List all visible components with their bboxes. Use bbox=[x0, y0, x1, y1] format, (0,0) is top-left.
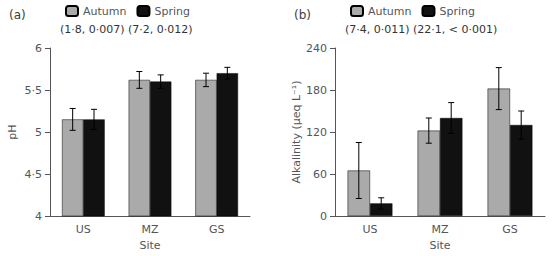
svg-text:0: 0 bbox=[320, 210, 327, 223]
svg-text:4·5: 4·5 bbox=[25, 168, 43, 181]
svg-text:Alkalinity (μeq L⁻¹): Alkalinity (μeq L⁻¹) bbox=[290, 80, 303, 183]
svg-text:Spring: Spring bbox=[439, 5, 475, 18]
svg-text:60: 60 bbox=[313, 168, 327, 181]
svg-text:GS: GS bbox=[209, 223, 225, 236]
svg-text:5: 5 bbox=[35, 126, 42, 139]
svg-text:Site: Site bbox=[139, 239, 160, 252]
svg-text:240: 240 bbox=[306, 42, 327, 55]
svg-text:6: 6 bbox=[35, 42, 42, 55]
svg-text:(7·4, 0·011) (22·1, < 0·001): (7·4, 0·011) (22·1, < 0·001) bbox=[345, 23, 497, 36]
svg-text:MZ: MZ bbox=[431, 223, 448, 236]
svg-text:US: US bbox=[362, 223, 377, 236]
svg-text:Spring: Spring bbox=[154, 5, 190, 18]
svg-text:MZ: MZ bbox=[141, 223, 158, 236]
svg-text:US: US bbox=[76, 223, 91, 236]
svg-text:180: 180 bbox=[306, 84, 327, 97]
svg-text:pH: pH bbox=[6, 124, 19, 139]
svg-text:Autumn: Autumn bbox=[368, 5, 411, 18]
svg-text:(1·8, 0·007) (7·2, 0·012): (1·8, 0·007) (7·2, 0·012) bbox=[60, 23, 193, 36]
svg-text:Autumn: Autumn bbox=[83, 5, 126, 18]
svg-text:4: 4 bbox=[35, 210, 42, 223]
svg-text:(a): (a) bbox=[9, 8, 26, 22]
svg-text:GS: GS bbox=[502, 223, 518, 236]
svg-text:120: 120 bbox=[306, 126, 327, 139]
svg-text:5·5: 5·5 bbox=[25, 84, 43, 97]
svg-text:(b): (b) bbox=[294, 8, 311, 22]
svg-text:Site: Site bbox=[429, 239, 450, 252]
